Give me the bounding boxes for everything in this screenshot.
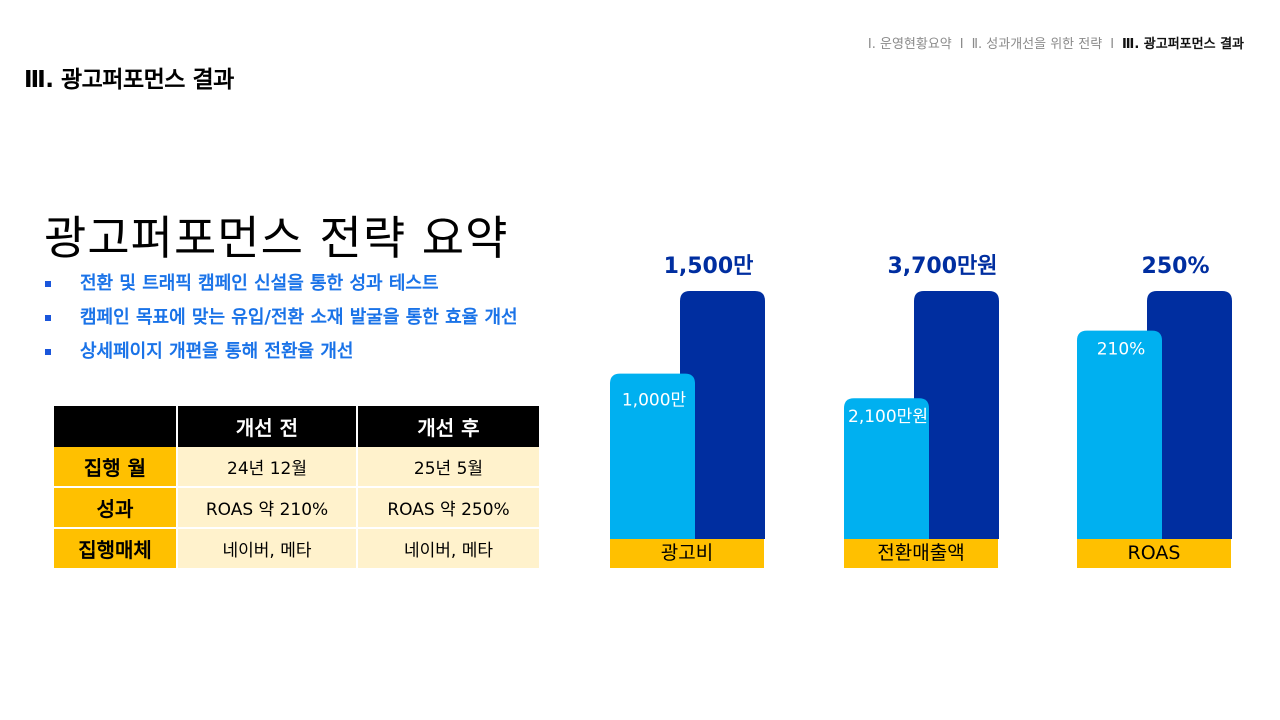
category-label: 광고비 bbox=[661, 542, 713, 564]
category-band bbox=[610, 539, 764, 568]
table-row: 집행매체 네이버, 메타 네이버, 메타 bbox=[54, 528, 539, 570]
bar-before bbox=[610, 373, 695, 539]
category-band bbox=[844, 539, 998, 568]
table-row: 성과 ROAS 약 210% ROAS 약 250% bbox=[54, 487, 539, 529]
breadcrumb-item-strategy[interactable]: Ⅱ. 성과개선을 위한 전략 bbox=[971, 37, 1103, 52]
bullet-text: 캠페인 목표에 맞는 유입/전환 소재 발굴을 통한 효율 개선 bbox=[80, 307, 518, 328]
row-label: 집행매체 bbox=[54, 528, 178, 570]
cell-before: 24년 12월 bbox=[177, 447, 358, 488]
breadcrumb-item-results[interactable]: Ⅲ. 광고퍼포먼스 결과 bbox=[1122, 37, 1244, 52]
table-header-row: 개선 전 개선 후 bbox=[54, 406, 539, 447]
breadcrumb-separator: I bbox=[959, 37, 964, 52]
bullet-item: 전환 및 트래픽 캠페인 신설을 통한 성과 테스트 bbox=[44, 270, 518, 304]
bullet-square-icon bbox=[45, 349, 51, 355]
bullet-text: 상세페이지 개편을 통해 전환율 개선 bbox=[80, 341, 354, 362]
bullet-text: 전환 및 트래픽 캠페인 신설을 통한 성과 테스트 bbox=[80, 273, 439, 294]
cell-after: 네이버, 메타 bbox=[357, 528, 539, 570]
category-label: 전환매출액 bbox=[877, 542, 964, 564]
after-value-label: 3,700만원 bbox=[887, 254, 997, 279]
row-label: 성과 bbox=[54, 487, 178, 529]
breadcrumb-item-summary[interactable]: Ⅰ. 운영현황요약 bbox=[867, 37, 952, 52]
bullet-square-icon bbox=[45, 315, 51, 321]
after-value-label: 1,500만 bbox=[664, 254, 754, 279]
table-header-before: 개선 전 bbox=[177, 406, 358, 447]
category-label: ROAS bbox=[1128, 542, 1181, 564]
bar-before bbox=[844, 398, 929, 539]
before-value-label: 210% bbox=[1097, 340, 1146, 360]
bar-after bbox=[680, 291, 765, 539]
row-label: 집행 월 bbox=[54, 447, 178, 488]
breadcrumb-separator: I bbox=[1110, 37, 1115, 52]
table-row: 집행 월 24년 12월 25년 5월 bbox=[54, 447, 539, 488]
cell-after: ROAS 약 250% bbox=[357, 487, 539, 529]
bar-after bbox=[1147, 291, 1232, 539]
bullet-item: 상세페이지 개편을 통해 전환율 개선 bbox=[44, 338, 518, 372]
breadcrumb: Ⅰ. 운영현황요약 I Ⅱ. 성과개선을 위한 전략 I Ⅲ. 광고퍼포먼스 결과 bbox=[868, 33, 1244, 52]
comparison-table: 개선 전 개선 후 집행 월 24년 12월 25년 5월 성과 ROAS 약 … bbox=[54, 406, 539, 570]
bullet-item: 캠페인 목표에 맞는 유입/전환 소재 발굴을 통한 효율 개선 bbox=[44, 304, 518, 338]
cell-before: ROAS 약 210% bbox=[177, 487, 358, 529]
bullet-square-icon bbox=[45, 281, 51, 287]
bar-after bbox=[914, 291, 999, 539]
section-title: Ⅲ. 광고퍼포먼스 결과 bbox=[24, 67, 234, 93]
summary-title: 광고퍼포먼스 전략 요약 bbox=[44, 211, 509, 265]
after-value-label: 250% bbox=[1142, 254, 1210, 279]
bar-before bbox=[1077, 330, 1162, 539]
category-band bbox=[1077, 539, 1231, 568]
strategy-bullet-list: 전환 및 트래픽 캠페인 신설을 통한 성과 테스트 캠페인 목표에 맞는 유입… bbox=[44, 270, 518, 372]
before-value-label: 2,100만원 bbox=[848, 407, 928, 427]
cell-before: 네이버, 메타 bbox=[177, 528, 358, 570]
table-header-empty bbox=[54, 406, 178, 447]
cell-after: 25년 5월 bbox=[357, 447, 539, 488]
table-header-after: 개선 후 bbox=[357, 406, 539, 447]
before-value-label: 1,000만 bbox=[622, 391, 687, 411]
